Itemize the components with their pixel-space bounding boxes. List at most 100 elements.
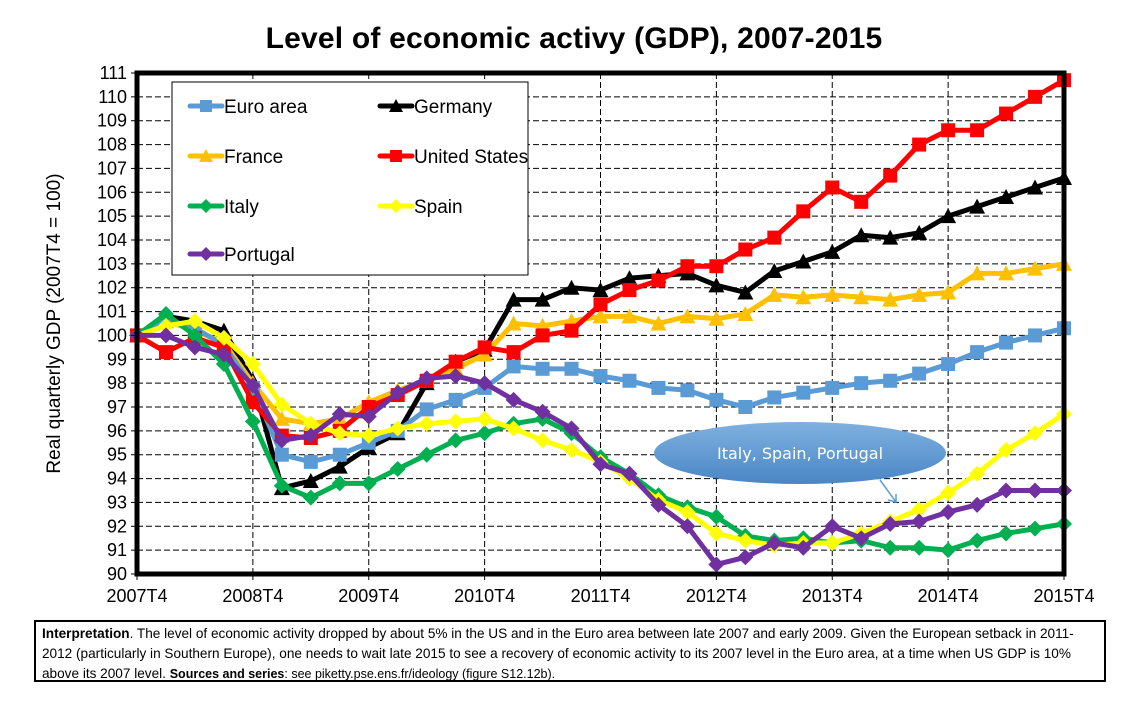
data-point-spain [708,525,725,542]
data-point-united-states [767,230,782,245]
chart-title: Level of economic activy (GDP), 2007-201… [265,22,883,55]
interpretation-text: . The level of economic activity dropped… [42,626,1074,681]
data-point-portugal [940,503,957,520]
y-tick-label: 100 [97,325,127,345]
data-point-united-states [999,106,1014,121]
data-point-france [679,308,696,324]
data-point-france [1027,260,1044,276]
legend-item-united-states: United States [377,147,528,168]
data-point-portugal [331,406,348,423]
legend: Euro area Germany France United States Italy… [171,81,529,276]
data-point-united-states [1028,89,1043,104]
data-point-portugal [244,377,261,394]
data-point-portugal [157,327,174,344]
data-point-united-states [506,345,521,360]
y-tick-label: 107 [97,158,127,178]
data-point-portugal [650,496,667,513]
series-spain [129,313,1072,554]
y-tick-label: 106 [97,182,127,202]
y-tick-label: 103 [97,254,127,274]
annotation-arrow [879,479,897,503]
data-point-germany [853,227,870,243]
legend-swatch-marker [199,199,213,213]
data-point-euro-area [680,383,695,398]
data-point-portugal [360,408,377,425]
legend-item-euro-area: Euro area [187,97,308,118]
data-point-spain [302,415,319,432]
legend-swatch-marker [389,99,403,112]
data-point-italy [302,489,319,506]
data-point-euro-area [738,400,753,414]
data-point-spain [824,534,841,551]
data-point-spain [505,420,522,437]
y-tick-label: 99 [107,349,127,369]
legend-swatch-marker [389,199,403,213]
data-point-italy [273,477,290,494]
data-point-france [882,291,899,307]
data-point-germany [563,279,580,295]
data-point-italy [447,432,464,449]
data-point-portugal [592,456,609,473]
data-point-germany [302,472,319,488]
data-point-united-states [941,123,956,138]
data-point-spain [998,441,1015,458]
y-axis-label: Real quarterly GDP (2007T4 = 100) [44,173,65,473]
data-point-euro-area [448,392,463,407]
data-point-france [650,315,667,331]
legend-label: Euro area [224,97,308,118]
data-point-italy [186,327,203,344]
legend-item-italy: Italy [187,197,259,218]
data-point-united-states [593,297,608,312]
legend-swatch-marker [200,100,212,112]
data-point-italy [331,475,348,492]
y-tick-label: 90 [107,564,127,584]
data-point-spain [534,432,551,449]
data-point-portugal [447,367,464,384]
data-point-united-states [680,259,695,274]
data-point-france [708,310,725,326]
data-point-germany [940,208,957,224]
data-point-germany [621,270,638,286]
data-point-euro-area [941,357,956,372]
data-point-euro-area [506,359,521,374]
data-point-italy [157,305,174,322]
series-layer [129,73,1072,573]
data-point-italy [360,475,377,492]
data-point-spain [969,465,986,482]
y-tick-label: 108 [97,135,127,155]
data-point-united-states [825,180,840,195]
data-point-germany [882,229,899,245]
y-tick-label: 95 [107,445,127,465]
sources-label: Sources and series [169,667,285,681]
data-point-spain [737,532,754,549]
data-point-spain [679,503,696,520]
x-tick-label: 2008T4 [222,586,283,606]
legend-label: Germany [414,97,493,118]
data-point-spain [186,313,203,330]
legend-swatch-marker [199,247,213,261]
data-point-portugal [418,370,435,387]
data-point-euro-area [796,385,811,400]
x-axis: 2007T4 2008T4 2009T4 2010T4 2011T4 2012T4 2013… [106,574,1095,606]
x-tick-label: 2012T4 [686,586,747,606]
legend-box [171,81,529,276]
annotation-text: Italy, Spain, Portugal [717,444,883,463]
data-point-portugal [882,515,899,532]
data-point-germany [1027,179,1044,195]
data-point-portugal [302,427,319,444]
data-point-portugal [563,420,580,437]
data-point-united-states [912,137,927,152]
data-point-euro-area [564,361,579,376]
data-point-france [795,289,812,305]
data-point-euro-area [419,402,434,417]
data-point-portugal [215,346,232,363]
interpretation-label: Interpretation [42,626,130,641]
data-point-italy [911,539,928,556]
y-tick-label: 98 [107,373,127,393]
data-point-france [737,305,754,321]
series-portugal [129,327,1072,573]
data-point-france [969,265,986,281]
data-point-euro-area [651,380,666,395]
data-point-portugal [708,556,725,573]
